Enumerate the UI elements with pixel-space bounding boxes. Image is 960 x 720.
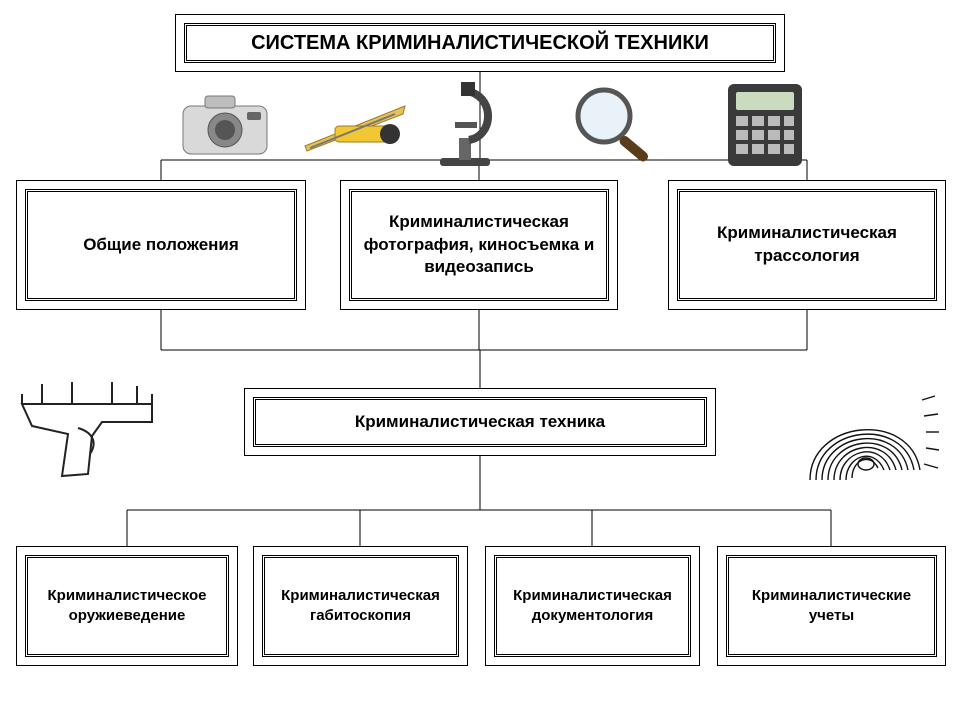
node-forensic-traceology: Криминалистическая трассология: [668, 180, 946, 310]
node-label: Криминалистическое оружиеведение: [34, 586, 220, 627]
node-label: Криминалистическая техника: [355, 411, 605, 434]
diagram-title: СИСТЕМА КРИМИНАЛИСТИЧЕСКОЙ ТЕХНИКИ: [175, 14, 785, 72]
fingerprint-icon: [790, 360, 940, 500]
node-label: Криминалистическая трассология: [686, 222, 928, 268]
node-label: Криминалистическая габитоскопия: [271, 586, 450, 627]
microscope-icon: [425, 78, 505, 170]
title-text: СИСТЕМА КРИМИНАЛИСТИЧЕСКОЙ ТЕХНИКИ: [251, 30, 709, 57]
node-forensic-technique: Криминалистическая техника: [244, 388, 716, 456]
node-forensic-photography: Криминалистическая фотография, киносъемк…: [340, 180, 618, 310]
node-forensic-records: Криминалистические учеты: [717, 546, 946, 666]
calculator-icon: [720, 80, 810, 170]
node-label: Общие положения: [83, 234, 239, 257]
node-general-provisions: Общие положения: [16, 180, 306, 310]
node-forensic-documentology: Криминалистическая документология: [485, 546, 700, 666]
node-label: Криминалистическая документология: [503, 586, 682, 627]
magnifier-icon: [570, 84, 660, 168]
pistol-icon: [12, 364, 177, 494]
node-forensic-habitoscopy: Криминалистическая габитоскопия: [253, 546, 468, 666]
node-forensic-weapons: Криминалистическое оружиеведение: [16, 546, 238, 666]
node-label: Криминалистическая фотография, киносъемк…: [358, 211, 600, 280]
camera-icon: [175, 88, 275, 160]
node-label: Криминалистические учеты: [735, 586, 928, 627]
measure-tools-icon: [295, 96, 415, 156]
